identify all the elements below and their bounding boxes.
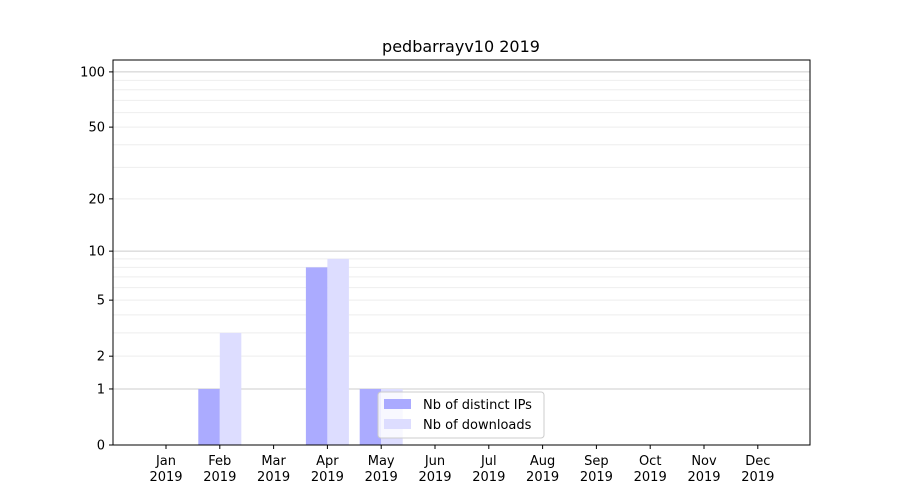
plot-frame <box>112 59 811 446</box>
y-tick-label: 50 <box>88 121 105 136</box>
x-tick-label: Mar 2019 <box>257 454 290 485</box>
x-tick-label: May 2019 <box>365 454 398 485</box>
x-tick-label: Apr 2019 <box>311 454 344 485</box>
y-tick-label: 1 <box>97 382 105 397</box>
bar-distinct-ips <box>305 267 328 445</box>
x-tick-label: Jul 2019 <box>472 454 505 485</box>
legend: Nb of distinct IPs Nb of downloads <box>377 391 545 439</box>
legend-swatch <box>384 419 411 429</box>
y-tick-label: 5 <box>97 294 105 309</box>
x-tick-label: Dec 2019 <box>741 454 774 485</box>
bar-distinct-ips <box>198 388 220 445</box>
y-tick-label: 0 <box>97 439 105 454</box>
y-axis: 0 1 2 5 10 20 50 100 <box>80 65 113 454</box>
bar-downloads <box>327 258 349 445</box>
chart-title: pedbarrayv10 2019 <box>382 37 540 56</box>
legend-label: Nb of downloads <box>423 418 532 433</box>
x-tick-label: Feb 2019 <box>203 454 236 485</box>
y-tick-label: 20 <box>88 192 105 207</box>
x-tick-label: Jun 2019 <box>418 454 451 485</box>
x-axis: Jan 2019 Feb 2019 Mar 2019 Apr 2019 May 2019 Jun 20… <box>149 445 774 485</box>
bars <box>198 258 403 445</box>
legend-label: Nb of distinct IPs <box>423 398 532 413</box>
y-tick-label: 2 <box>97 350 105 365</box>
legend-box <box>377 391 545 439</box>
grid <box>113 71 810 390</box>
bar-downloads <box>219 332 242 445</box>
x-tick-label: Jan 2019 <box>149 454 182 485</box>
x-tick-label: Nov 2019 <box>687 454 720 485</box>
x-tick-label: Oct 2019 <box>634 454 667 485</box>
y-tick-label: 10 <box>88 245 105 260</box>
x-tick-label: Aug 2019 <box>526 454 559 485</box>
x-tick-label: Sep 2019 <box>580 454 613 485</box>
bar-distinct-ips <box>359 388 382 445</box>
y-tick-label: 100 <box>80 65 105 80</box>
legend-swatch <box>384 399 411 409</box>
